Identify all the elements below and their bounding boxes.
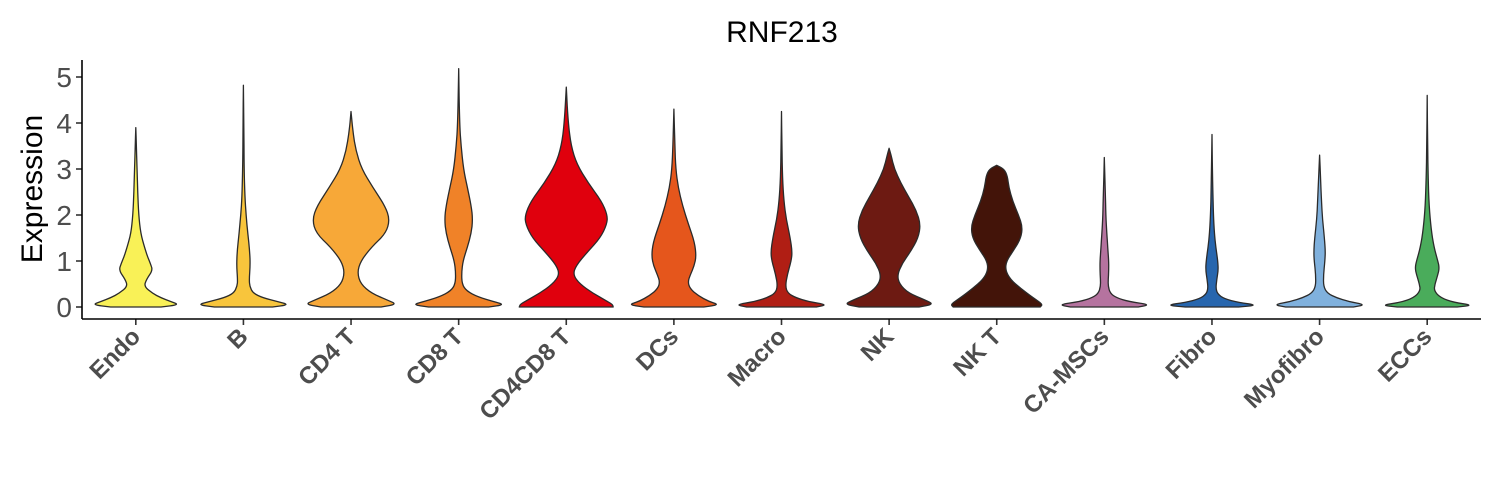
x-tick-label: NK T: [948, 323, 1007, 382]
x-tick-label: Fibro: [1161, 323, 1223, 385]
y-tick-label: 2: [56, 200, 72, 231]
x-tick-label: Myofibro: [1239, 323, 1330, 414]
violin-macro: [738, 110, 825, 308]
x-tick-label: CD4CD8 T: [474, 323, 576, 425]
violin-eccs: [1384, 94, 1470, 308]
violin-series-group: [94, 68, 1470, 308]
x-tick-label: NK: [856, 323, 900, 367]
violin-cd8-t: [415, 68, 503, 308]
x-tick-label: CD4 T: [293, 323, 361, 391]
x-tick-label: B: [222, 323, 253, 354]
chart-title: RNF213: [726, 16, 838, 49]
violin-myofibro: [1276, 154, 1363, 308]
y-axis-ticks: 0 1 2 3 4 5: [56, 62, 82, 323]
x-tick-label: CA-MSCs: [1018, 323, 1114, 419]
y-tick-label: 1: [56, 246, 72, 277]
violin-ca-mscs: [1061, 156, 1148, 308]
x-axis-ticks: Endo B CD4 T CD8 T CD4CD8 T DCs Macro NK NK T CA-…: [85, 319, 1437, 425]
violin-cd4cd8-t: [518, 86, 614, 308]
violin-fibro: [1170, 133, 1254, 308]
violin-cd4-t: [307, 110, 395, 308]
x-tick-label: DCs: [631, 323, 684, 376]
y-tick-label: 5: [56, 62, 72, 93]
x-tick-label: Endo: [85, 323, 147, 385]
x-tick-label: CD8 T: [401, 323, 469, 391]
y-axis-label: Expression: [16, 115, 49, 263]
x-tick-label: ECCs: [1373, 323, 1437, 387]
x-tick-label: Macro: [723, 323, 792, 392]
y-tick-label: 4: [56, 108, 72, 139]
violin-nk-t: [951, 164, 1043, 308]
y-tick-label: 0: [56, 292, 72, 323]
violin-endo: [94, 126, 178, 308]
violin-b: [200, 84, 287, 308]
violin-dcs: [630, 108, 717, 308]
violin-nk: [846, 147, 932, 308]
y-tick-label: 3: [56, 154, 72, 185]
